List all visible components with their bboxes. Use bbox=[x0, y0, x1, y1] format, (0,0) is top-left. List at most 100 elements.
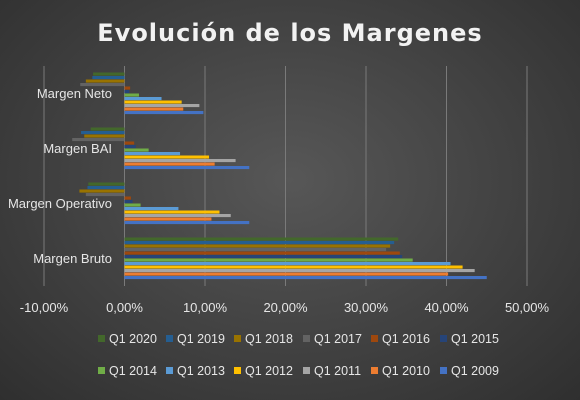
bar-margen-bai-q1-2015 bbox=[124, 145, 136, 149]
legend-label: Q1 2014 bbox=[109, 364, 157, 378]
bar-margen-bai-q1-2010 bbox=[124, 162, 215, 166]
legend-swatch bbox=[440, 367, 447, 374]
legend-swatch bbox=[303, 335, 310, 342]
bar-margen-bai-q1-2012 bbox=[124, 155, 210, 159]
bar-margen-operativo-q1-2013 bbox=[124, 207, 179, 211]
category-label: Margen Bruto bbox=[33, 251, 112, 266]
bar-margen-bruto-q1-2011 bbox=[124, 269, 475, 273]
category-label: Margen BAI bbox=[43, 141, 112, 156]
x-tick-labels: -10,00% 0,00% 10,00% 20,00% 30,00% 40,00% 50,0… bbox=[20, 300, 550, 315]
legend: Q1 2020 Q1 2019 Q1 2018 Q1 2017 Q1 2016 Q1 20… bbox=[98, 332, 499, 378]
bar-margen-neto-q1-2018 bbox=[85, 79, 125, 83]
legend-swatch bbox=[98, 367, 105, 374]
bar-margen-operativo-q1-2009 bbox=[124, 221, 250, 225]
bar-margen-neto-q1-2019 bbox=[92, 76, 125, 80]
bar-margen-bruto-q1-2010 bbox=[124, 272, 449, 276]
bar-margen-operativo-q1-2015 bbox=[124, 200, 133, 204]
bar-margen-bruto-q1-2014 bbox=[124, 258, 413, 262]
bar-margen-bruto-q1-2015 bbox=[124, 255, 403, 259]
legend-swatch bbox=[371, 367, 378, 374]
bar-margen-operativo-q1-2019 bbox=[87, 186, 125, 190]
legend-label: Q1 2011 bbox=[314, 364, 361, 378]
legend-swatch bbox=[303, 367, 310, 374]
bar-margen-operativo-q1-2020 bbox=[88, 182, 125, 186]
x-tick-label: 20,00% bbox=[263, 300, 308, 315]
legend-label: Q1 2012 bbox=[245, 364, 293, 378]
legend-label: Q1 2017 bbox=[314, 332, 362, 346]
x-tick-label: 0,00% bbox=[106, 300, 143, 315]
x-tick-label: 10,00% bbox=[183, 300, 228, 315]
legend-item: Q1 2011 bbox=[303, 364, 361, 378]
bar-margen-operativo-q1-2016 bbox=[124, 196, 131, 200]
bar-margen-bai-q1-2014 bbox=[124, 148, 149, 152]
legend-swatch bbox=[98, 335, 105, 342]
bar-margen-neto-q1-2014 bbox=[124, 93, 139, 97]
legend-label: Q1 2016 bbox=[382, 332, 430, 346]
bar-margen-operativo-q1-2012 bbox=[124, 210, 220, 214]
bar-margen-operativo-q1-2014 bbox=[124, 203, 141, 207]
legend-item: Q1 2016 bbox=[371, 332, 430, 346]
bar-margen-bai-q1-2011 bbox=[124, 159, 236, 163]
category-label: Margen Operativo bbox=[8, 196, 112, 211]
bar-margen-operativo-q1-2017 bbox=[85, 193, 125, 197]
legend-item: Q1 2015 bbox=[440, 332, 499, 346]
bar-margen-bai-q1-2017 bbox=[72, 138, 125, 142]
legend-label: Q1 2009 bbox=[451, 364, 499, 378]
legend-label: Q1 2010 bbox=[382, 364, 430, 378]
bar-margen-bai-q1-2018 bbox=[84, 134, 125, 138]
legend-label: Q1 2020 bbox=[109, 332, 157, 346]
legend-item: Q1 2009 bbox=[440, 364, 499, 378]
legend-swatch bbox=[371, 335, 378, 342]
legend-item: Q1 2012 bbox=[234, 364, 293, 378]
legend-item: Q1 2010 bbox=[371, 364, 430, 378]
legend-swatch bbox=[166, 367, 173, 374]
bar-margen-bai-q1-2016 bbox=[124, 141, 135, 145]
category-labels: Margen Bruto Margen Operativo Margen BAI Ma… bbox=[8, 86, 112, 266]
legend-swatch bbox=[234, 335, 241, 342]
legend-label: Q1 2013 bbox=[177, 364, 225, 378]
bar-margen-neto-q1-2017 bbox=[80, 83, 125, 87]
bar-margen-bai-q1-2019 bbox=[81, 131, 125, 135]
bar-margen-bai-q1-2013 bbox=[124, 152, 181, 156]
chart-title: Evolución de los Margenes bbox=[97, 19, 482, 47]
x-tick-label: -10,00% bbox=[20, 300, 69, 315]
legend-item: Q1 2013 bbox=[166, 364, 225, 378]
legend-label: Q1 2019 bbox=[177, 332, 225, 346]
legend-item: Q1 2019 bbox=[166, 332, 225, 346]
legend-label: Q1 2015 bbox=[451, 332, 499, 346]
legend-swatch bbox=[166, 335, 173, 342]
bar-margen-neto-q1-2011 bbox=[124, 104, 200, 108]
bar-margen-neto-q1-2015 bbox=[124, 90, 130, 94]
bar-margen-bruto-q1-2019 bbox=[124, 241, 395, 245]
bar-margen-neto-q1-2012 bbox=[124, 100, 182, 104]
bar-margen-neto-q1-2013 bbox=[124, 97, 162, 101]
bar-margen-operativo-q1-2010 bbox=[124, 217, 212, 221]
legend-swatch bbox=[440, 335, 447, 342]
legend-label: Q1 2018 bbox=[245, 332, 293, 346]
bar-margen-neto-q1-2009 bbox=[124, 111, 204, 115]
category-label: Margen Neto bbox=[37, 86, 112, 101]
bar-margen-neto-q1-2016 bbox=[124, 86, 131, 90]
bar-margen-operativo-q1-2018 bbox=[79, 189, 125, 193]
x-tick-label: 40,00% bbox=[424, 300, 469, 315]
x-tick-label: 50,00% bbox=[505, 300, 550, 315]
bar-margen-neto-q1-2010 bbox=[124, 107, 184, 111]
bar-margen-bruto-q1-2012 bbox=[124, 265, 463, 269]
legend-item: Q1 2017 bbox=[303, 332, 362, 346]
bar-margen-bruto-q1-2009 bbox=[124, 276, 487, 280]
bar-margen-neto-q1-2020 bbox=[93, 72, 125, 76]
bar-margen-bruto-q1-2020 bbox=[124, 237, 399, 241]
bar-margen-bai-q1-2009 bbox=[124, 166, 250, 170]
bar-margen-bruto-q1-2017 bbox=[124, 248, 387, 252]
bars bbox=[72, 72, 487, 280]
bar-margen-bai-q1-2020 bbox=[90, 127, 125, 131]
legend-item: Q1 2020 bbox=[98, 332, 157, 346]
legend-item: Q1 2014 bbox=[98, 364, 157, 378]
x-tick-label: 30,00% bbox=[344, 300, 389, 315]
bar-margen-bruto-q1-2016 bbox=[124, 251, 400, 255]
bar-margen-bruto-q1-2013 bbox=[124, 262, 451, 266]
legend-swatch bbox=[234, 367, 241, 374]
bar-margen-operativo-q1-2011 bbox=[124, 214, 231, 218]
